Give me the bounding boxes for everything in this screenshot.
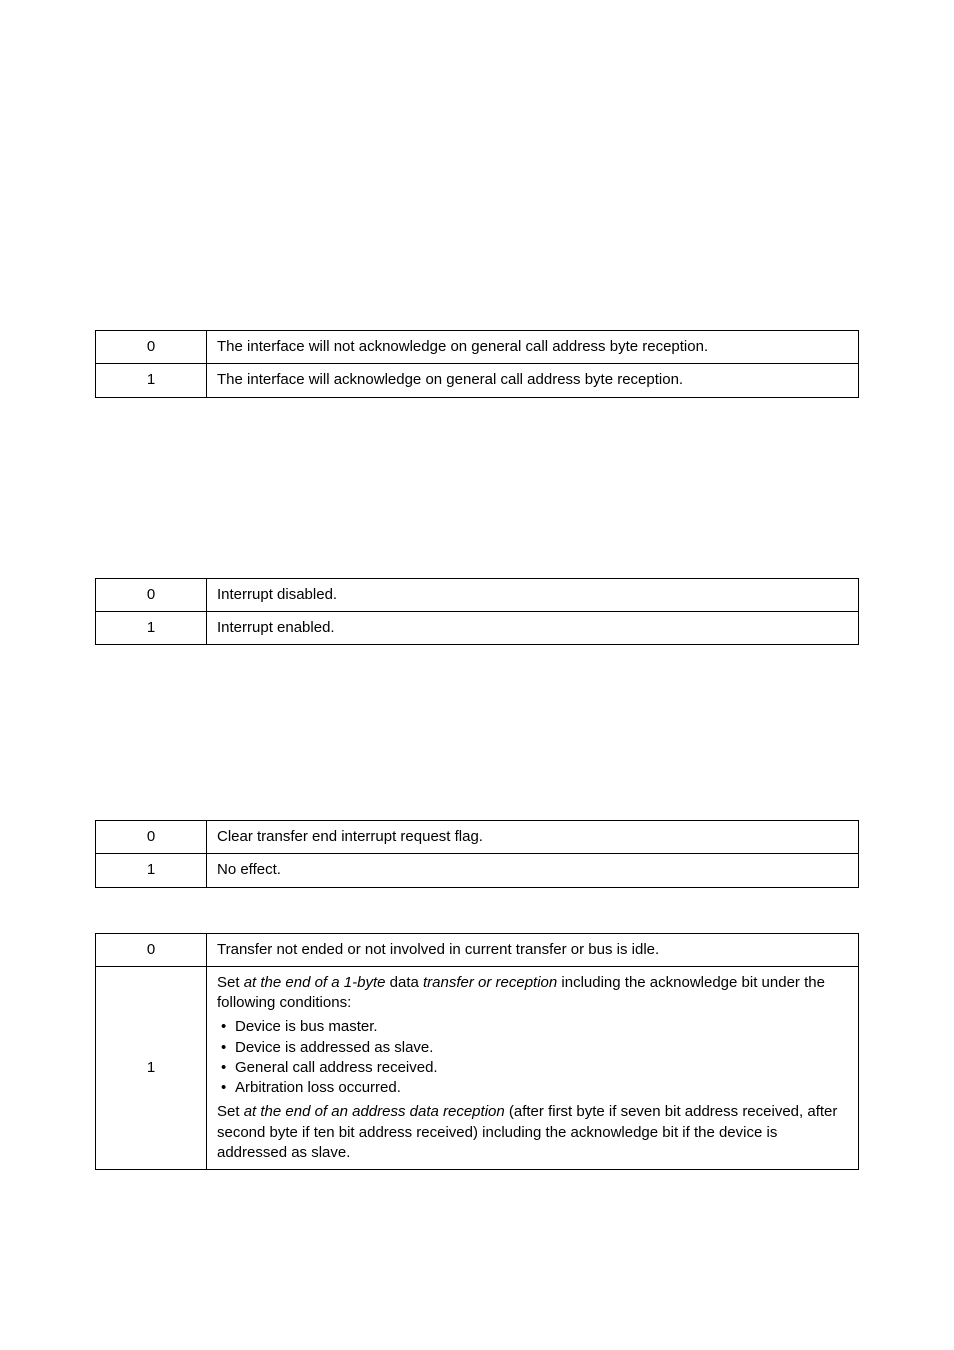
table-row: 1 Set at the end of a 1-byte data transf… (96, 966, 859, 1169)
table-gencall-ack: 0 The interface will not acknowledge on … (95, 330, 859, 398)
cell-desc: No effect. (207, 854, 859, 887)
cell-value: 1 (96, 854, 207, 887)
table-row: 0 Transfer not ended or not involved in … (96, 933, 859, 966)
cell-value: 1 (96, 966, 207, 1169)
cell-desc: The interface will acknowledge on genera… (207, 364, 859, 397)
cell-value: 1 (96, 364, 207, 397)
table-row: 1 No effect. (96, 854, 859, 887)
cell-value: 0 (96, 821, 207, 854)
intro-text: Set at the end of a 1-byte data transfer… (217, 974, 825, 1011)
table-row: 0 Clear transfer end interrupt request f… (96, 821, 859, 854)
cell-value: 0 (96, 331, 207, 364)
list-item: Device is bus master. (235, 1017, 848, 1037)
table-clear-flag: 0 Clear transfer end interrupt request f… (95, 820, 859, 888)
table-row: 1 The interface will acknowledge on gene… (96, 364, 859, 397)
cell-value: 1 (96, 611, 207, 644)
table-row: 1 Interrupt enabled. (96, 611, 859, 644)
cell-value: 0 (96, 933, 207, 966)
cell-desc: Interrupt enabled. (207, 611, 859, 644)
list-item: Arbitration loss occurred. (235, 1078, 848, 1098)
cell-desc: Interrupt disabled. (207, 578, 859, 611)
conditions-list: Device is bus master. Device is addresse… (217, 1017, 848, 1098)
cell-desc: Clear transfer end interrupt request fla… (207, 821, 859, 854)
table-row: 0 Interrupt disabled. (96, 578, 859, 611)
list-item: Device is addressed as slave. (235, 1038, 848, 1058)
cell-desc: The interface will not acknowledge on ge… (207, 331, 859, 364)
table-transfer-end: 0 Transfer not ended or not involved in … (95, 933, 859, 1171)
list-item: General call address received. (235, 1058, 848, 1078)
table-row: 0 The interface will not acknowledge on … (96, 331, 859, 364)
tail-text: Set at the end of an address data recept… (217, 1103, 837, 1161)
cell-desc: Set at the end of a 1-byte data transfer… (207, 966, 859, 1169)
cell-value: 0 (96, 578, 207, 611)
cell-desc: Transfer not ended or not involved in cu… (207, 933, 859, 966)
table-interrupt-enable: 0 Interrupt disabled. 1 Interrupt enable… (95, 578, 859, 646)
